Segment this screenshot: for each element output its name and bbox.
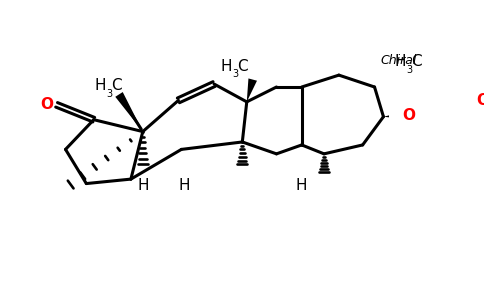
Polygon shape [115, 92, 143, 132]
Text: H: H [394, 54, 406, 69]
Text: O: O [402, 108, 415, 123]
Text: H: H [179, 178, 190, 193]
Text: 3: 3 [233, 69, 239, 79]
Text: O: O [40, 97, 53, 112]
Text: C: C [111, 78, 122, 93]
Polygon shape [247, 78, 257, 102]
Polygon shape [383, 111, 409, 120]
Text: C: C [238, 58, 248, 74]
Text: Chiral: Chiral [380, 54, 417, 67]
Text: O: O [476, 93, 484, 108]
Text: 3: 3 [407, 65, 413, 75]
Text: H: H [137, 178, 149, 193]
Text: H: H [220, 58, 232, 74]
Text: 3: 3 [106, 88, 113, 99]
Text: C: C [411, 54, 422, 69]
Text: H: H [94, 78, 106, 93]
Text: H: H [296, 178, 307, 193]
